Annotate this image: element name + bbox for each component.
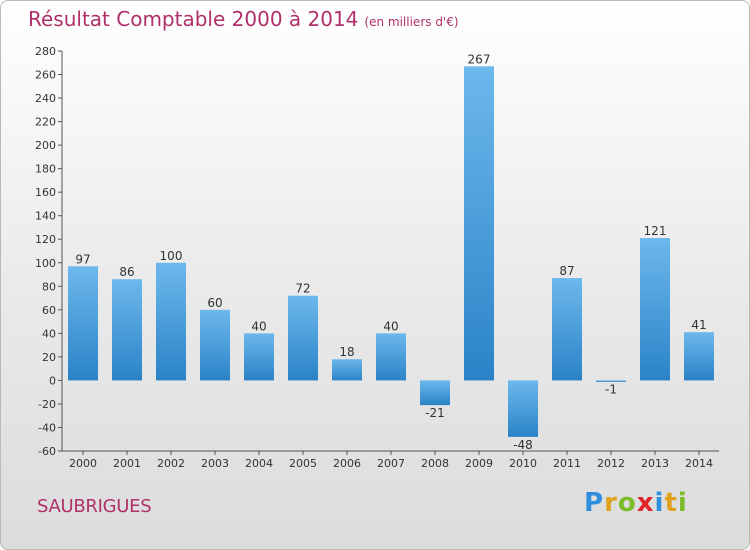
data-label-2011: 87 [559,264,574,278]
x-tick-label: 2011 [553,457,581,470]
data-label-2013: 121 [644,224,667,238]
x-tick-label: 2008 [421,457,449,470]
y-tick-label: 80 [42,280,56,293]
x-tick-label: 2001 [113,457,141,470]
x-tick-label: 2014 [685,457,713,470]
y-tick-label: 260 [35,69,56,82]
x-tick-label: 2003 [201,457,229,470]
bar-2011 [552,278,582,381]
x-tick-label: 2000 [69,457,97,470]
data-label-2009: 267 [468,52,491,66]
y-tick-label: 120 [35,233,56,246]
data-label-2002: 100 [160,249,183,263]
x-tick-label: 2006 [333,457,361,470]
location-name: SAUBRIGUES [37,496,152,517]
data-label-2000: 97 [75,252,90,266]
y-tick-label: 280 [35,45,56,58]
x-tick-label: 2009 [465,457,493,470]
x-tick-label: 2012 [597,457,625,470]
data-label-2010: -48 [513,438,533,452]
y-tick-label: 20 [42,351,56,364]
bar-2012 [596,380,626,382]
data-label-2001: 86 [119,265,134,279]
bar-2009 [464,66,494,381]
x-tick-label: 2010 [509,457,537,470]
y-tick-label: 160 [35,186,56,199]
y-tick-label: -20 [38,398,56,411]
y-tick-label: 200 [35,139,56,152]
x-tick-label: 2007 [377,457,405,470]
axes-layer: -60 -40 -20 0 20 40 60 80 100 120 140 160 180 200 220 2… [35,45,719,470]
x-tick-label: 2002 [157,457,185,470]
title-unit: (en milliers d'€) [364,15,459,29]
chart-title: Résultat Comptable 2000 à 2014 (en millie… [28,7,459,31]
bar-2002 [156,262,186,381]
bar-2008 [420,380,450,406]
y-tick-label: 100 [35,257,56,270]
y-tick-label: 180 [35,163,56,176]
bar-2010 [508,380,538,437]
bars-layer [68,66,714,437]
labels-layer: 97 86 100 60 40 72 18 40 -21 267 -48 87 -1 121 41 [75,52,706,452]
data-label-2014: 41 [691,318,706,332]
y-tick-label: 240 [35,92,56,105]
y-tick-label: 220 [35,116,56,129]
bar-2007 [376,333,406,381]
y-tick-label: 140 [35,210,56,223]
y-tick-label: 0 [49,374,56,387]
bar-2006 [332,359,362,381]
bar-2001 [112,279,142,381]
y-tick-label: 40 [42,327,56,340]
bar-2004 [244,333,274,381]
bar-2003 [200,309,230,381]
data-label-2003: 60 [207,296,222,310]
bar-2005 [288,295,318,381]
proxiti-logo[interactable]: Proxiti [584,488,688,518]
x-tick-label: 2005 [289,457,317,470]
data-label-2007: 40 [383,319,398,333]
data-label-2012: -1 [605,383,617,397]
x-tick-label: 2004 [245,457,273,470]
x-tick-label: 2013 [641,457,669,470]
y-tick-label: -60 [38,445,56,458]
title-main: Résultat Comptable 2000 à 2014 [28,7,359,31]
bar-2000 [68,266,98,381]
bar-2014 [684,332,714,381]
data-label-2004: 40 [251,319,266,333]
data-label-2005: 72 [295,282,310,296]
bar-2013 [640,238,670,381]
data-label-2006: 18 [339,345,354,359]
data-label-2008: -21 [425,406,445,420]
y-tick-label: -40 [38,421,56,434]
y-tick-label: 60 [42,304,56,317]
